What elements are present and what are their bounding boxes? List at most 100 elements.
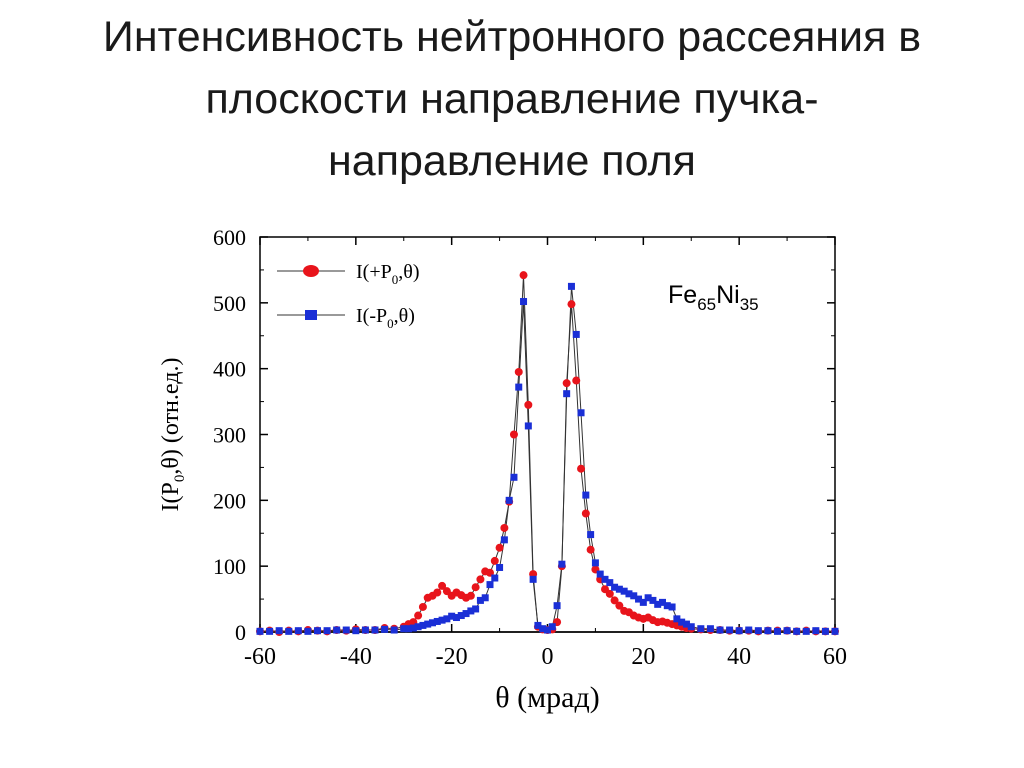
data-point-0 <box>572 376 581 385</box>
data-point-1 <box>371 626 379 634</box>
data-point-1 <box>314 627 321 635</box>
y-tick-label: 500 <box>213 291 246 316</box>
data-point-1 <box>596 570 604 578</box>
data-point-1 <box>352 627 360 635</box>
data-point-1 <box>534 621 542 629</box>
data-point-1 <box>659 598 666 606</box>
data-point-0 <box>562 379 571 388</box>
data-point-1 <box>682 620 690 628</box>
data-point-1 <box>812 627 820 635</box>
slide-title-line: плоскости направление пучка- <box>205 75 819 123</box>
data-point-1 <box>764 627 772 635</box>
y-tick-label: 300 <box>213 423 246 448</box>
data-point-1 <box>726 626 734 634</box>
data-point-1 <box>266 627 274 635</box>
data-point-1 <box>342 626 350 634</box>
data-point-1 <box>539 625 547 633</box>
data-point-1 <box>577 409 585 417</box>
data-point-1 <box>831 627 839 635</box>
data-point-0 <box>490 556 499 565</box>
data-point-0 <box>476 575 485 584</box>
data-point-1 <box>496 563 504 571</box>
data-point-1 <box>505 496 513 504</box>
data-point-1 <box>285 627 293 635</box>
data-point-1 <box>558 560 566 568</box>
data-point-1 <box>611 583 619 591</box>
legend-label: I(-P0,θ) <box>356 305 415 331</box>
alloy-annotation: Fe65Ni35 <box>668 281 759 314</box>
data-point-0 <box>519 271 528 280</box>
data-point-0 <box>605 589 614 598</box>
x-tick-label: 0 <box>542 644 554 670</box>
x-tick-label: 20 <box>631 644 655 670</box>
data-point-1 <box>381 625 389 633</box>
data-point-1 <box>716 626 724 634</box>
x-tick-label: 60 <box>823 644 847 670</box>
data-point-0 <box>524 400 533 409</box>
data-point-1 <box>462 610 470 618</box>
series-lines <box>259 275 835 633</box>
data-point-1 <box>433 617 441 625</box>
data-point-1 <box>419 621 427 629</box>
data-point-1 <box>304 627 312 635</box>
data-point-0 <box>500 523 509 532</box>
data-point-1 <box>256 627 264 635</box>
data-point-1 <box>678 618 686 626</box>
x-axis-label: θ (мрад) <box>495 681 599 714</box>
data-point-1 <box>491 574 499 582</box>
series-markers <box>256 271 839 636</box>
data-point-1 <box>774 627 781 635</box>
data-point-1 <box>735 627 743 635</box>
data-point-1 <box>644 594 652 602</box>
data-point-0 <box>471 583 480 592</box>
data-point-1 <box>687 623 695 631</box>
data-point-1 <box>457 612 465 620</box>
y-tick-label: 600 <box>213 225 246 250</box>
data-point-1 <box>572 330 580 338</box>
data-point-0 <box>433 588 442 597</box>
data-point-1 <box>654 600 662 608</box>
data-point-0 <box>509 430 518 439</box>
data-point-0 <box>466 591 475 600</box>
data-point-1 <box>663 602 671 610</box>
data-point-1 <box>697 625 705 633</box>
data-point-1 <box>668 603 676 611</box>
y-tick-label: 100 <box>213 554 246 579</box>
data-point-0 <box>514 367 523 376</box>
y-tick-label: 400 <box>213 357 246 382</box>
data-point-1 <box>639 598 647 606</box>
series-line-1 <box>260 286 835 632</box>
data-point-1 <box>405 625 413 633</box>
legend-marker <box>303 265 319 277</box>
data-point-1 <box>500 536 508 544</box>
slide-title-line: направление поля <box>328 137 696 185</box>
data-point-1 <box>409 624 417 632</box>
data-point-1 <box>529 575 537 583</box>
data-point-1 <box>601 575 609 583</box>
data-point-1 <box>563 390 571 398</box>
x-tick-label: -40 <box>340 644 372 670</box>
data-point-1 <box>649 596 657 604</box>
y-tick-label: 0 <box>235 620 246 645</box>
data-point-1 <box>476 596 484 604</box>
data-point-1 <box>400 625 408 633</box>
data-point-1 <box>582 491 590 499</box>
x-tick-label: -60 <box>244 644 276 670</box>
x-tick-label: 40 <box>727 644 751 670</box>
data-point-1 <box>587 531 595 539</box>
data-point-1 <box>754 627 762 635</box>
data-point-1 <box>443 615 451 623</box>
data-point-1 <box>486 581 494 589</box>
y-tick-label: 200 <box>213 488 246 513</box>
slide-title-line: Интенсивность нейтронного рассеяния в <box>102 13 922 61</box>
data-point-1 <box>275 627 283 635</box>
data-point-0 <box>581 509 590 518</box>
data-point-1 <box>567 282 575 290</box>
y-axis-label: I(P0,θ) (отн.ед.) <box>158 358 188 512</box>
data-point-1 <box>625 590 633 598</box>
data-point-1 <box>706 625 714 633</box>
data-point-1 <box>472 605 480 613</box>
data-point-1 <box>620 587 628 595</box>
data-point-0 <box>495 543 504 552</box>
